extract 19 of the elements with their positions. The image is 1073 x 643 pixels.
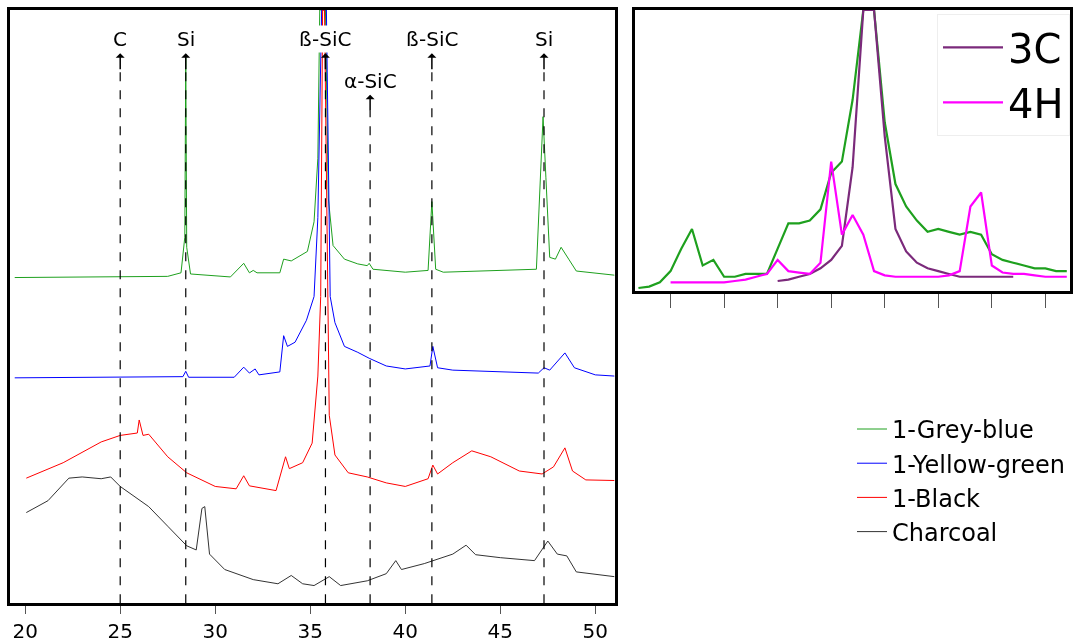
ref-line-label: α-SiC: [344, 69, 397, 93]
ref-line-label: ß-SiC: [406, 27, 459, 51]
x-tick-label: 50: [582, 619, 609, 643]
ref-line-label: C: [113, 27, 127, 51]
ref-line-label: Si: [535, 27, 554, 51]
x-tick-label: 30: [202, 619, 228, 643]
x-tick-label: 40: [392, 619, 418, 643]
ref-line-label: ß-SiC: [299, 27, 352, 51]
legend-label: 4H: [1008, 80, 1064, 127]
x-tick-label: 20: [12, 619, 38, 643]
x-tick-label: 45: [487, 619, 514, 643]
legend-label: 1-Yellow-green: [892, 450, 1065, 479]
legend-label: 1-Black: [892, 484, 981, 513]
legend-label: Charcoal: [892, 518, 998, 547]
x-tick-label: 35: [297, 619, 323, 643]
legend-label: 1-Grey-blue: [892, 416, 1034, 445]
ref-line-label: Si: [177, 27, 196, 51]
x-tick-label: 25: [107, 619, 133, 643]
legend-label: 3C: [1008, 25, 1062, 72]
